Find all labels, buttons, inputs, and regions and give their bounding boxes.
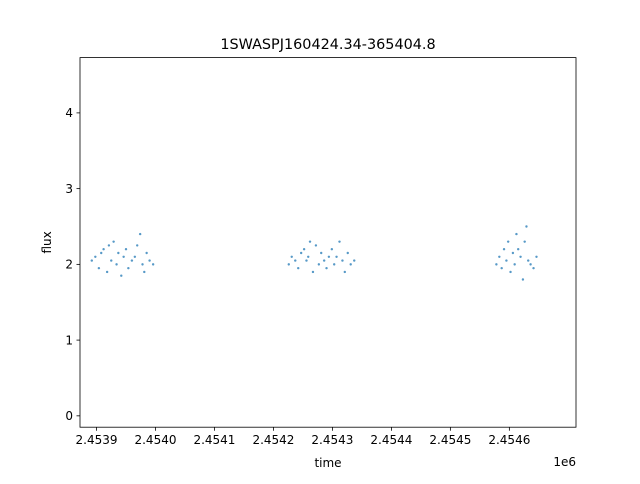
data-point xyxy=(521,278,525,281)
y-tick-label: 2 xyxy=(65,258,73,272)
data-point xyxy=(112,240,115,243)
data-point xyxy=(513,263,516,266)
y-tick-label: 0 xyxy=(65,409,73,423)
data-point xyxy=(320,251,323,255)
data-point xyxy=(343,270,347,274)
data-point xyxy=(105,270,109,274)
x-tick-label: 2.4542 xyxy=(252,433,294,447)
data-point xyxy=(349,263,352,266)
data-point xyxy=(338,240,341,243)
data-point xyxy=(124,248,128,251)
data-point xyxy=(145,251,148,255)
data-point xyxy=(505,259,508,262)
data-point xyxy=(117,251,120,255)
data-point xyxy=(143,270,146,274)
data-point xyxy=(294,259,297,262)
data-point xyxy=(148,259,151,262)
data-point xyxy=(341,259,344,262)
data-point xyxy=(90,259,93,262)
data-point xyxy=(500,266,503,270)
data-point xyxy=(327,255,331,258)
data-point xyxy=(151,263,155,266)
data-point xyxy=(133,255,137,258)
data-point xyxy=(498,255,501,258)
x-axis-ticks: 2.4539 2.4540 2.4541 2.4542 2.4543 2.4544 2.45… xyxy=(76,427,530,447)
x-tick-label: 2.4546 xyxy=(488,433,530,447)
data-point xyxy=(136,244,139,247)
data-point xyxy=(297,266,300,270)
y-tick-label: 1 xyxy=(65,333,73,347)
data-point xyxy=(525,225,528,228)
data-point xyxy=(299,251,303,255)
data-point xyxy=(107,244,111,247)
x-axis-offset-label: 1e6 xyxy=(553,455,576,469)
data-point xyxy=(519,255,522,258)
data-point xyxy=(94,255,97,258)
data-point xyxy=(335,255,338,258)
data-point xyxy=(511,251,515,255)
data-point xyxy=(314,244,318,247)
data-point xyxy=(529,263,532,266)
y-axis-ticks: 0 1 2 3 4 xyxy=(65,106,80,423)
data-point xyxy=(317,263,321,266)
data-point xyxy=(535,255,538,258)
data-point xyxy=(97,266,101,270)
data-point xyxy=(346,251,349,255)
plot-frame xyxy=(79,57,577,428)
data-point xyxy=(100,251,103,255)
data-point xyxy=(138,232,142,236)
data-point xyxy=(141,263,144,266)
data-point xyxy=(517,248,520,251)
data-point xyxy=(523,240,526,243)
y-tick-label: 3 xyxy=(65,182,73,196)
data-point xyxy=(110,259,113,262)
x-tick-label: 2.4545 xyxy=(429,433,471,447)
data-point xyxy=(506,240,510,243)
y-axis-label: flux xyxy=(40,231,54,253)
data-point xyxy=(127,266,130,270)
x-tick-label: 2.4543 xyxy=(311,433,353,447)
data-point xyxy=(311,270,315,274)
data-point xyxy=(302,248,306,251)
data-point xyxy=(130,259,134,262)
data-point xyxy=(330,248,334,251)
data-point xyxy=(287,263,290,266)
data-points xyxy=(90,225,538,281)
x-tick-label: 2.4539 xyxy=(76,433,118,447)
data-point xyxy=(532,266,535,270)
chart-title: 1SWASPJ160424.34-365404.8 xyxy=(220,37,435,53)
data-point xyxy=(509,270,512,274)
x-tick-label: 2.4540 xyxy=(134,433,176,447)
data-point xyxy=(307,255,310,258)
x-tick-label: 2.4544 xyxy=(370,433,412,447)
data-point xyxy=(305,259,308,262)
data-point xyxy=(120,274,123,277)
data-point xyxy=(122,255,125,258)
y-tick-label: 4 xyxy=(65,106,73,120)
data-point xyxy=(332,263,336,266)
data-point xyxy=(502,248,506,251)
data-point xyxy=(322,259,326,262)
data-point xyxy=(115,263,118,266)
data-point xyxy=(495,263,498,266)
data-point xyxy=(325,266,328,270)
x-axis-label: time xyxy=(314,456,341,470)
data-point xyxy=(290,255,293,258)
data-point xyxy=(102,248,105,251)
data-point xyxy=(515,232,518,236)
data-point xyxy=(527,259,530,262)
x-tick-label: 2.4541 xyxy=(193,433,235,447)
data-point xyxy=(353,259,356,262)
data-point xyxy=(308,240,312,243)
